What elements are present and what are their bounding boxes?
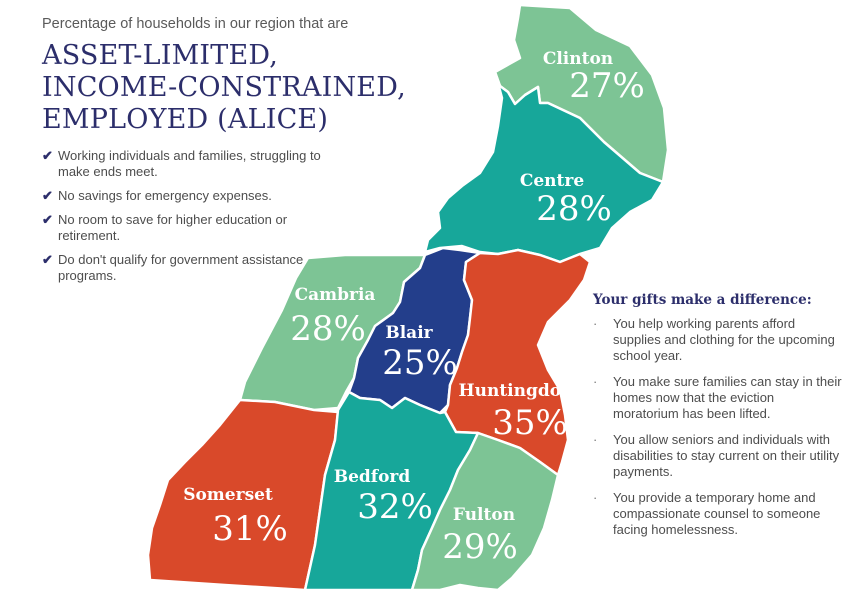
headline: ASSET-LIMITED, INCOME-CONSTRAINED, EMPLO…: [42, 40, 406, 136]
gift-item: · You help working parents afford suppli…: [593, 316, 843, 364]
checkmark-icon: ✔: [42, 212, 53, 227]
gifts-list: · You help working parents afford suppli…: [593, 316, 843, 538]
checkmark-icon: ✔: [42, 188, 53, 203]
headline-line: EMPLOYED (ALICE): [42, 104, 329, 135]
gift-item: · You allow seniors and individuals with…: [593, 432, 843, 480]
checkmark-icon: ✔: [42, 148, 53, 163]
county-label-fulton: Fulton: [453, 505, 515, 525]
gifts-title: Your gifts make a difference:: [593, 292, 812, 308]
county-percent-somerset: 31%: [212, 509, 288, 549]
county-label-centre: Centre: [520, 171, 585, 191]
headline-line: INCOME-CONSTRAINED,: [42, 72, 406, 103]
checklist-item: ✔ No savings for emergency expenses.: [42, 188, 342, 204]
county-percent-centre: 28%: [536, 189, 612, 229]
bullet-icon: ·: [593, 490, 598, 505]
county-percent-cambria: 28%: [290, 309, 366, 349]
bullet-icon: ·: [593, 374, 598, 389]
checkmark-icon: ✔: [42, 252, 53, 267]
county-percent-huntingdon: 35%: [492, 403, 568, 443]
intro-text: Percentage of households in our region t…: [42, 16, 349, 32]
checklist-text: No savings for emergency expenses.: [58, 188, 272, 203]
county-label-clinton: Clinton: [543, 49, 613, 69]
checklist-item: ✔ No room to save for higher education o…: [42, 212, 342, 244]
county-percent-fulton: 29%: [442, 527, 518, 567]
bullet-icon: ·: [593, 432, 598, 447]
headline-line: ASSET-LIMITED,: [42, 40, 279, 71]
county-label-bedford: Bedford: [334, 467, 411, 487]
county-label-huntingdon: Huntingdon: [459, 381, 574, 401]
checklist-item: ✔ Do don't qualify for government assist…: [42, 252, 342, 284]
gift-text: You help working parents afford supplies…: [613, 316, 835, 363]
county-percent-bedford: 32%: [357, 487, 433, 527]
county-label-blair: Blair: [385, 323, 433, 343]
bullet-icon: ·: [593, 316, 598, 331]
checklist-item: ✔ Working individuals and families, stru…: [42, 148, 342, 180]
county-label-somerset: Somerset: [183, 485, 273, 505]
county-percent-clinton: 27%: [569, 66, 645, 106]
gift-text: You allow seniors and individuals with d…: [613, 432, 840, 479]
county-label-cambria: Cambria: [295, 285, 376, 305]
county-percent-blair: 25%: [382, 343, 458, 383]
gift-text: You provide a temporary home and compass…: [613, 490, 821, 537]
county-fulton: [410, 431, 560, 592]
gift-item: · You provide a temporary home and compa…: [593, 490, 843, 538]
gifts-panel: Your gifts make a difference: · You help…: [593, 292, 843, 548]
checklist-text: Working individuals and families, strugg…: [58, 148, 321, 179]
checklist-text: No room to save for higher education or …: [58, 212, 288, 243]
alice-checklist: ✔ Working individuals and families, stru…: [42, 148, 342, 292]
gift-item: · You make sure families can stay in the…: [593, 374, 843, 422]
gift-text: You make sure families can stay in their…: [613, 374, 842, 421]
checklist-text: Do don't qualify for government assistan…: [58, 252, 304, 283]
